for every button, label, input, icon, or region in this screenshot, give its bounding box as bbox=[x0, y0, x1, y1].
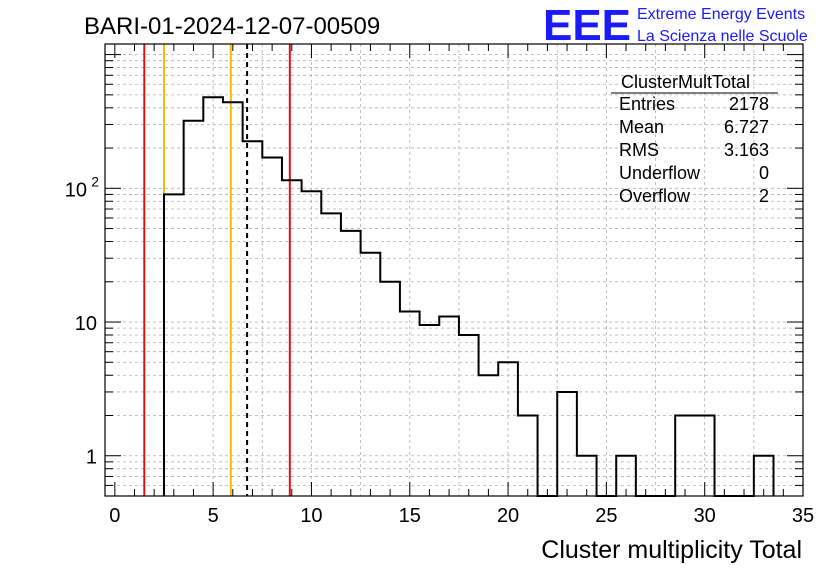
histogram-bin bbox=[479, 375, 499, 496]
grid bbox=[105, 44, 803, 496]
logo-text: EEE bbox=[543, 1, 631, 50]
run-title: BARI-01-2024-12-07-00509 bbox=[84, 13, 380, 40]
histogram-bin bbox=[341, 231, 361, 496]
x-tick-label: 30 bbox=[694, 505, 716, 527]
eee-logo: EEE Extreme Energy Events La Scienza nel… bbox=[543, 1, 808, 50]
stats-row-label: Entries bbox=[619, 94, 675, 114]
reference-lines bbox=[143, 44, 291, 496]
y-tick-label: 10 bbox=[65, 179, 87, 201]
x-tick-label: 10 bbox=[300, 505, 322, 527]
histogram-bin bbox=[420, 325, 440, 496]
histogram-bin bbox=[557, 392, 577, 496]
axis-ticks bbox=[105, 44, 804, 496]
histogram-bin bbox=[282, 180, 302, 496]
stats-row-label: Mean bbox=[619, 117, 664, 137]
logo-line-1: Extreme Energy Events bbox=[637, 6, 805, 23]
x-tick-label: 25 bbox=[595, 505, 617, 527]
x-tick-label: 35 bbox=[792, 505, 814, 527]
x-tick-label: 15 bbox=[399, 505, 421, 527]
plot-frame bbox=[104, 43, 804, 497]
y-tick-label: 1 bbox=[86, 447, 97, 469]
histogram-bin bbox=[321, 213, 341, 496]
stats-row-value: 2178 bbox=[729, 94, 769, 114]
histogram-bin bbox=[164, 194, 184, 496]
stats-row-value: 6.727 bbox=[724, 117, 769, 137]
y-tick-label: 10 bbox=[75, 313, 97, 335]
histogram-bin bbox=[361, 253, 381, 496]
stats-row-value: 2 bbox=[759, 186, 769, 206]
stats-box-name: ClusterMultTotal bbox=[621, 72, 750, 92]
stats-row-label: Underflow bbox=[619, 163, 701, 183]
x-axis-title: Cluster multiplicity Total bbox=[541, 536, 802, 564]
stats-row-value: 3.163 bbox=[724, 140, 769, 160]
x-tick-label: 5 bbox=[208, 505, 219, 527]
histogram-bin bbox=[184, 121, 204, 496]
histogram-bars bbox=[162, 96, 775, 497]
histogram-outline bbox=[162, 96, 775, 497]
stats-box: ClusterMultTotal Entries 2178 Mean 6.727 RMS… bbox=[611, 72, 778, 206]
y-tick-label-exponent: 2 bbox=[91, 173, 99, 189]
x-tick-label: 20 bbox=[497, 505, 519, 527]
stats-row-value: 0 bbox=[759, 163, 769, 183]
stats-row-label: Overflow bbox=[619, 186, 691, 206]
histogram-bin bbox=[223, 102, 243, 496]
x-tick-label: 0 bbox=[109, 505, 120, 527]
logo-line-2: La Scienza nelle Scuole bbox=[637, 28, 808, 45]
histogram-bin bbox=[262, 157, 282, 496]
stats-row-label: RMS bbox=[619, 140, 659, 160]
histogram-bin bbox=[675, 415, 695, 496]
histogram-bin bbox=[380, 282, 400, 496]
